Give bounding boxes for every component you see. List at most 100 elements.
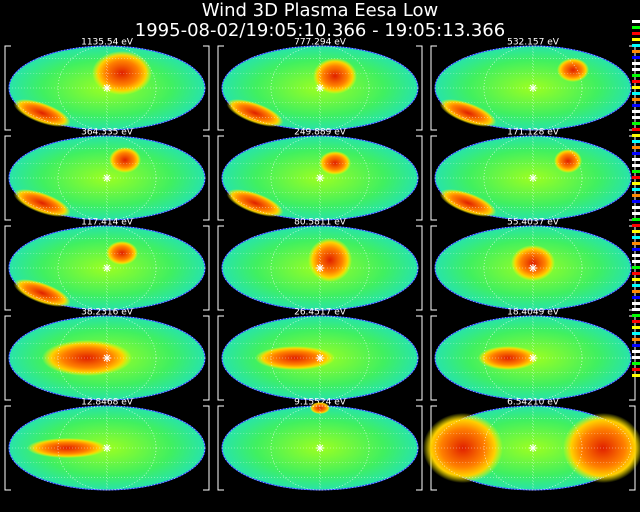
color-strip xyxy=(632,326,640,329)
color-strip xyxy=(632,320,640,323)
color-strip xyxy=(632,212,640,215)
center-star xyxy=(529,264,537,272)
panel-bracket xyxy=(217,225,423,311)
panel-label: 249.889 eV xyxy=(294,128,347,138)
color-strip xyxy=(632,128,640,131)
color-strip xyxy=(632,206,640,209)
panel-bracket xyxy=(217,405,423,491)
hot-streak xyxy=(226,189,284,217)
center-star xyxy=(529,174,537,182)
panel-label: 38.2316 eV xyxy=(81,308,134,318)
color-strip xyxy=(632,332,640,335)
hot-streak xyxy=(439,189,497,217)
panel-label: 18.4049 eV xyxy=(507,308,560,318)
panel-label: 55.4037 eV xyxy=(507,218,560,228)
hot-region xyxy=(92,51,152,95)
color-strip xyxy=(632,350,640,353)
color-strip xyxy=(632,302,640,305)
color-strip xyxy=(632,158,640,161)
color-strip xyxy=(632,62,640,65)
color-strip xyxy=(632,26,640,29)
hot-region xyxy=(557,58,589,82)
panel-label: 26.4517 eV xyxy=(294,308,347,318)
color-strip xyxy=(632,230,640,233)
color-strip xyxy=(632,248,640,251)
color-strip xyxy=(632,224,640,227)
color-strip xyxy=(632,194,640,197)
title: Wind 3D Plasma Eesa Low xyxy=(202,0,439,21)
color-strip xyxy=(632,266,640,269)
color-strip xyxy=(632,236,640,239)
center-star xyxy=(529,84,537,92)
color-strip xyxy=(632,92,640,95)
panel-bracket xyxy=(217,45,423,131)
color-strip xyxy=(632,86,640,89)
color-strip xyxy=(632,374,640,377)
color-strip xyxy=(632,68,640,71)
hot-region xyxy=(109,147,141,173)
color-strip xyxy=(632,272,640,275)
hot-region xyxy=(319,151,351,175)
color-strip xyxy=(632,176,640,179)
center-star xyxy=(316,444,324,452)
color-strip xyxy=(632,284,640,287)
panel-label: 12.8468 eV xyxy=(81,398,134,408)
color-strip xyxy=(632,116,640,119)
color-strip xyxy=(632,80,640,83)
color-strip xyxy=(632,290,640,293)
hot-region xyxy=(554,149,582,173)
color-strip xyxy=(632,140,640,143)
center-star xyxy=(103,174,111,182)
panel-bracket xyxy=(217,135,423,221)
color-strip xyxy=(632,338,640,341)
panels: 1135.54 eV 777.294 eV 532.157 eV 364.335 eV… xyxy=(4,20,640,491)
hot-region xyxy=(308,238,352,282)
center-star xyxy=(316,174,324,182)
color-strip xyxy=(632,170,640,173)
hot-streak xyxy=(439,99,497,127)
color-strip xyxy=(632,200,640,203)
color-strip xyxy=(632,74,640,77)
panel-bracket xyxy=(4,315,210,401)
hot-streak xyxy=(13,279,71,307)
hot-region xyxy=(313,58,357,94)
center-star xyxy=(103,264,111,272)
hot-streak xyxy=(13,99,71,127)
panel-bracket xyxy=(4,135,210,221)
color-strip xyxy=(632,50,640,53)
color-strip xyxy=(632,20,640,23)
panel-label: 1135.54 eV xyxy=(81,38,134,48)
color-strip xyxy=(632,368,640,371)
center-star xyxy=(103,84,111,92)
panel-label: 117.414 eV xyxy=(81,218,134,228)
hot-region xyxy=(563,413,640,483)
color-strip xyxy=(632,260,640,263)
panel-label: 364.335 eV xyxy=(81,128,134,138)
center-star xyxy=(316,354,324,362)
color-strip xyxy=(632,152,640,155)
panel-bracket xyxy=(217,315,423,401)
center-star xyxy=(529,354,537,362)
panel-label: 171.128 eV xyxy=(507,128,560,138)
panel-label: 532.157 eV xyxy=(507,38,560,48)
color-strip xyxy=(632,362,640,365)
color-strip xyxy=(632,242,640,245)
panel-label: 80.5811 eV xyxy=(294,218,347,228)
hot-streak xyxy=(13,189,71,217)
color-strip xyxy=(632,254,640,257)
color-strip xyxy=(632,146,640,149)
color-strip xyxy=(632,32,640,35)
color-strip xyxy=(632,110,640,113)
color-strip xyxy=(632,278,640,281)
color-strip xyxy=(632,44,640,47)
color-strip xyxy=(632,104,640,107)
center-star xyxy=(103,444,111,452)
color-strip xyxy=(632,164,640,167)
center-star xyxy=(529,444,537,452)
color-strip xyxy=(632,134,640,137)
center-star xyxy=(316,84,324,92)
hot-region xyxy=(511,245,555,281)
color-strip xyxy=(632,296,640,299)
